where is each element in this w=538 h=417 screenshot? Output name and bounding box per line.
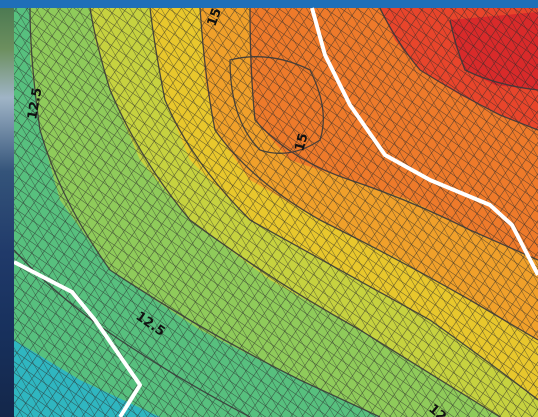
top-bar bbox=[0, 0, 538, 8]
contour-lines bbox=[13, 7, 538, 417]
contour-label-center: 15 bbox=[292, 132, 311, 153]
photo-strip-left bbox=[0, 8, 14, 417]
contour-label-left: 12.5 bbox=[25, 86, 45, 120]
contour-label-top: 15 bbox=[205, 6, 225, 28]
boundary-line-lower bbox=[13, 260, 142, 417]
boundary-line-upper bbox=[310, 7, 538, 276]
boundary-lines bbox=[13, 7, 538, 417]
